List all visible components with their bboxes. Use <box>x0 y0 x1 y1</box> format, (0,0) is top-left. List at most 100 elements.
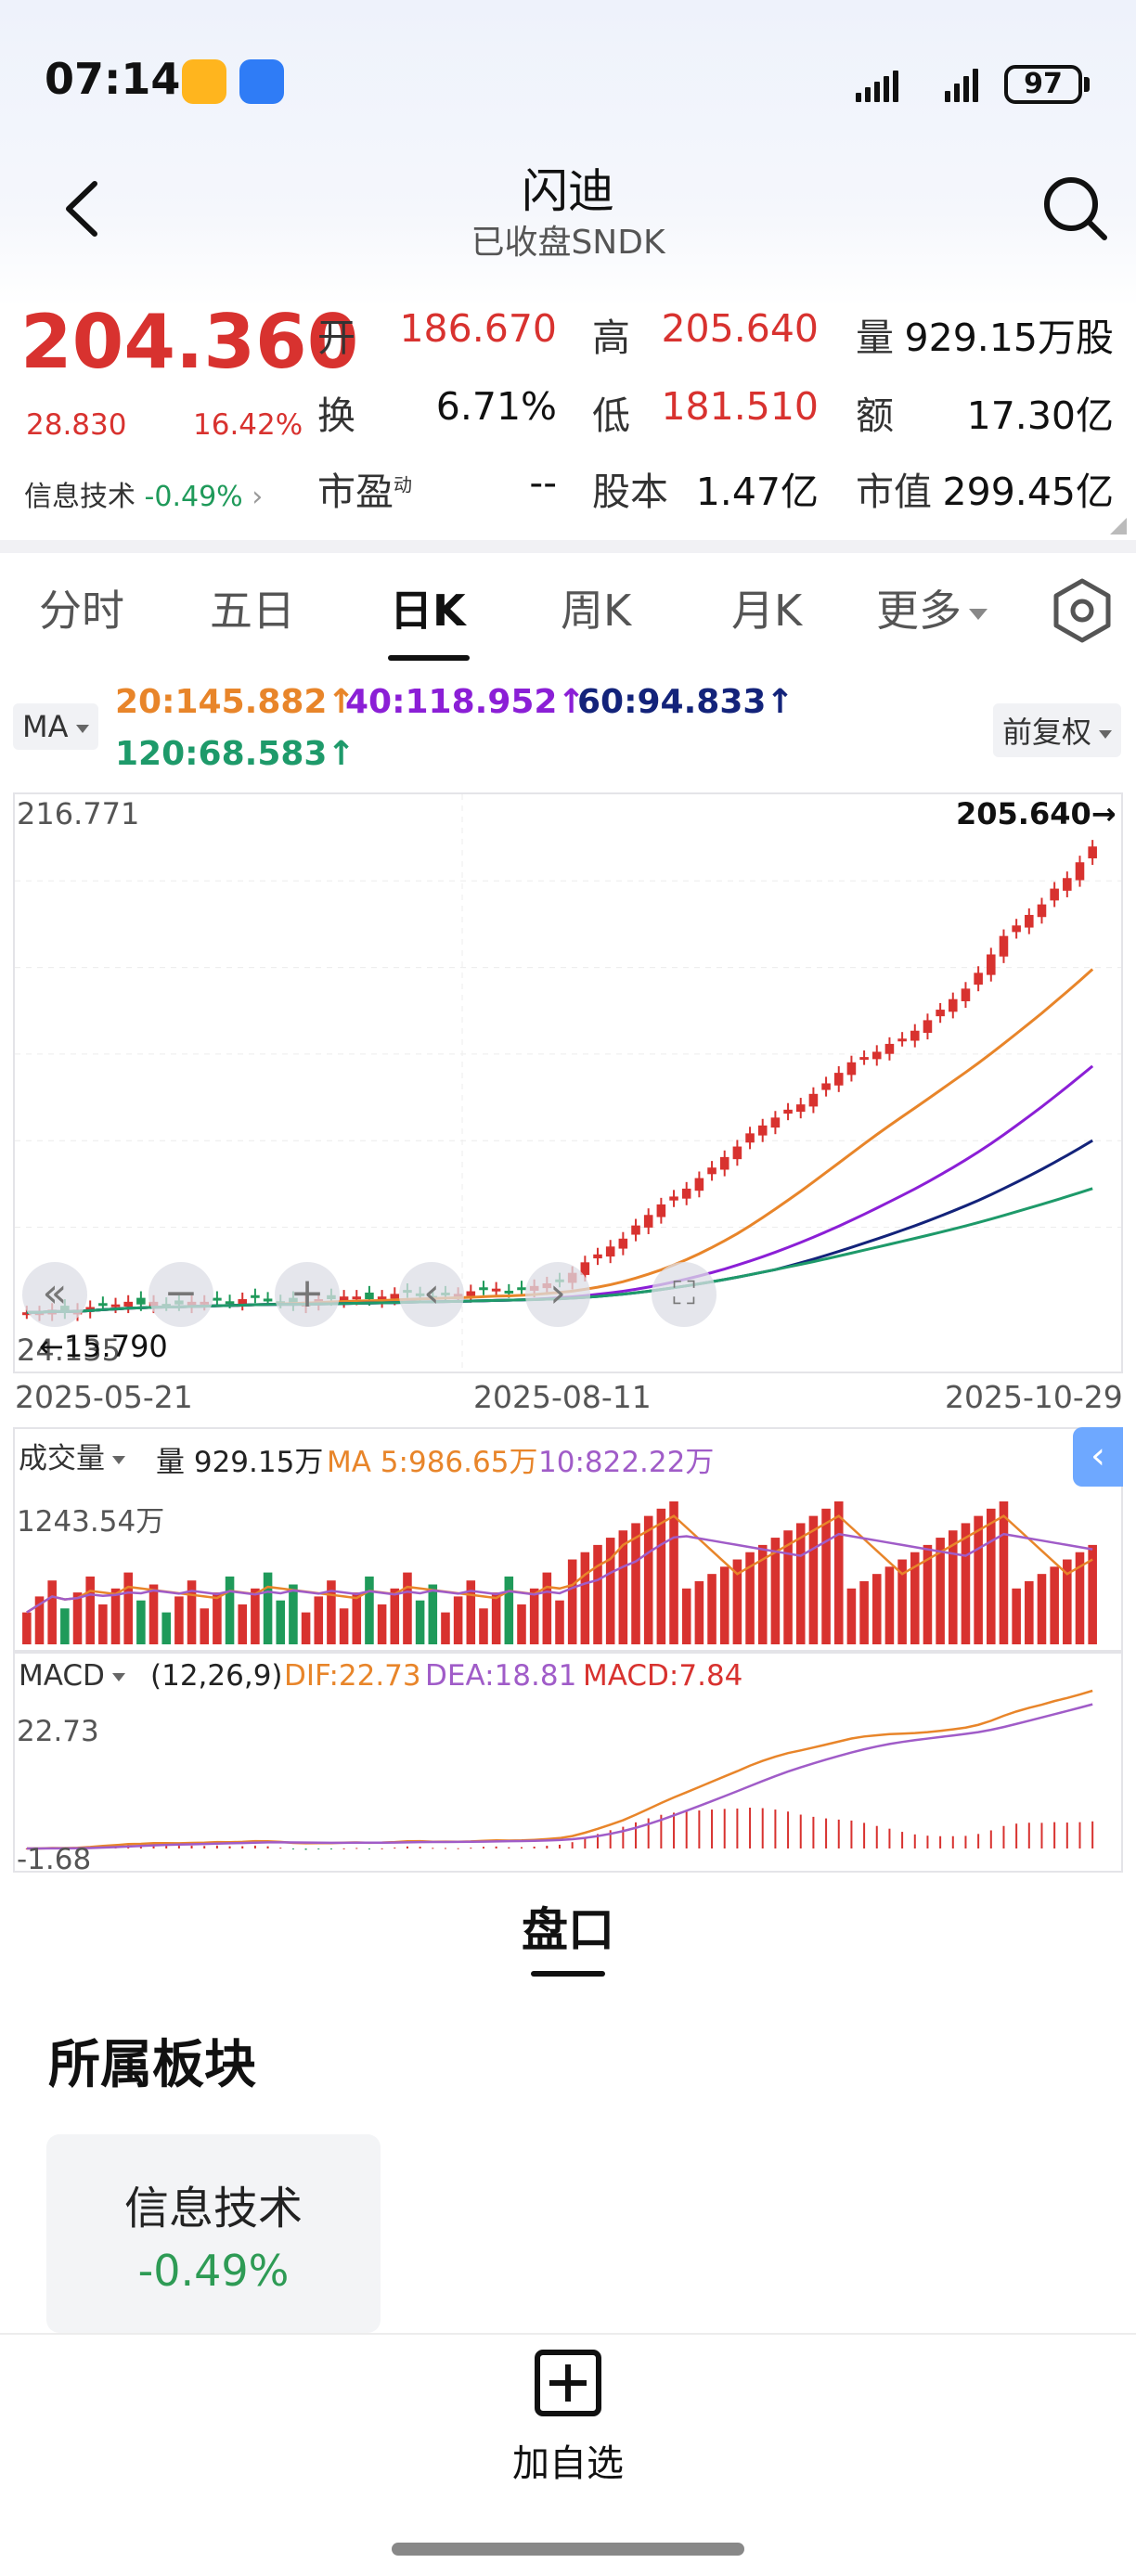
macd-bar <box>571 1842 574 1848</box>
volume-bar <box>148 1584 159 1644</box>
candle-body <box>238 1299 248 1305</box>
macd-dif: DIF:22.73 <box>284 1659 421 1693</box>
sector-link[interactable]: 信息技术 -0.49% › <box>24 473 263 514</box>
volume-bar <box>593 1544 602 1644</box>
add-watchlist-icon[interactable] <box>533 2348 603 2418</box>
candle-body <box>1050 888 1059 901</box>
macd-bar <box>1091 1821 1094 1848</box>
macd-bar <box>736 1808 739 1848</box>
volume-bar <box>276 1600 286 1644</box>
volume-selector[interactable]: 成交量 <box>13 1431 131 1480</box>
candle-body <box>593 1254 602 1259</box>
volume-bar <box>314 1596 324 1644</box>
tab-weekly-k[interactable]: 周K <box>561 586 632 636</box>
collapse-panel-button[interactable]: ‹ <box>1073 1427 1123 1487</box>
volume-bar <box>757 1544 768 1644</box>
tab-daily-k[interactable]: 日K <box>390 586 466 636</box>
volume-bar <box>187 1580 197 1644</box>
price-change-pct: 16.42% <box>193 408 303 442</box>
sector-card[interactable]: 信息技术 -0.49% <box>46 2134 381 2333</box>
fullscreen-button[interactable]: ⛶ <box>652 1262 716 1327</box>
volume-bar <box>783 1530 793 1644</box>
macd-bar <box>1065 1823 1068 1848</box>
section-divider <box>0 540 1136 553</box>
volume-chart[interactable] <box>13 1427 1123 1652</box>
candle-body <box>707 1167 716 1175</box>
volume-bar <box>936 1538 945 1644</box>
macd-bar <box>228 1846 231 1848</box>
settings-hexagon-icon[interactable] <box>1047 575 1117 646</box>
volume-bar <box>213 1592 222 1644</box>
ma-selector[interactable]: MA <box>13 703 98 750</box>
adjust-selector[interactable]: 前复权 <box>993 703 1122 757</box>
macd-bar <box>317 1848 320 1849</box>
volume-bar <box>999 1501 1009 1644</box>
volume-bar <box>110 1588 121 1644</box>
candle-body <box>580 1262 590 1275</box>
volume-bar <box>795 1523 806 1644</box>
scroll-left-button[interactable]: ‹ <box>399 1262 464 1327</box>
zoom-out-button[interactable]: − <box>148 1262 213 1327</box>
back-arrow-icon[interactable] <box>56 176 111 241</box>
pe-value: -- <box>529 460 557 505</box>
tab-monthly-k[interactable]: 月K <box>731 586 803 636</box>
candle-body <box>643 1215 653 1228</box>
candle-body <box>1037 904 1047 918</box>
message-notification-icon <box>239 59 284 104</box>
low-marker: ←15.790 <box>39 1329 168 1364</box>
expand-corner-icon[interactable] <box>1110 518 1127 535</box>
candle-body <box>1025 914 1034 928</box>
macd-selector[interactable]: MACD <box>13 1655 131 1696</box>
ma-selector-label: MA <box>22 709 69 744</box>
ma40-value: 40:118.952↑ <box>345 683 586 721</box>
volume-bar <box>821 1508 831 1644</box>
volume-bar <box>98 1604 108 1644</box>
candle-body <box>974 972 983 985</box>
macd-chart[interactable] <box>13 1652 1123 1873</box>
add-watchlist-button[interactable]: 加自选 <box>512 2442 624 2485</box>
macd-bar <box>406 1846 408 1848</box>
candle-body <box>745 1133 755 1143</box>
volume-bar <box>60 1608 70 1644</box>
tab-order-book[interactable]: 盘口 <box>522 1903 614 1957</box>
macd-bar <box>342 1848 345 1849</box>
volume-bar <box>301 1612 311 1644</box>
volume-bar <box>707 1574 716 1644</box>
chevron-down-icon <box>111 1673 125 1681</box>
scroll-start-button[interactable]: « <box>22 1262 87 1327</box>
volume-bar <box>745 1552 755 1644</box>
macd-chart-canvas <box>25 1689 1094 1850</box>
high-label: 高 <box>592 316 630 360</box>
volume-bar <box>542 1572 552 1644</box>
candle-body <box>669 1196 678 1201</box>
macd-bar <box>749 1808 752 1848</box>
turnover-label: 换 <box>317 393 355 438</box>
volume-axis-max: 1243.54万 <box>17 1505 165 1539</box>
macd-bar <box>203 1846 206 1848</box>
candle-body <box>719 1156 729 1170</box>
macd-bar <box>964 1835 967 1848</box>
volume-ma10-line <box>26 1532 1093 1614</box>
tab-more[interactable]: 更多 <box>876 577 988 638</box>
search-icon[interactable] <box>1039 173 1110 243</box>
candle-body <box>770 1117 781 1128</box>
zoom-in-button[interactable]: + <box>275 1262 340 1327</box>
candle-body <box>1063 878 1072 891</box>
volume-bar <box>719 1566 729 1644</box>
volume-bar <box>174 1596 184 1644</box>
macd-bar <box>901 1832 904 1848</box>
volume-bar <box>1088 1544 1097 1644</box>
scroll-right-button[interactable]: › <box>525 1262 590 1327</box>
macd-bar <box>368 1848 370 1849</box>
sector-card-change: -0.49% <box>137 2246 290 2296</box>
chevron-down-icon <box>1099 729 1113 739</box>
candle-body <box>136 1297 146 1305</box>
status-time: 07:14 <box>45 54 181 104</box>
macd-bar <box>774 1810 777 1848</box>
macd-bar <box>711 1810 714 1848</box>
tab-intraday[interactable]: 分时 <box>39 586 124 636</box>
tab-five-day[interactable]: 五日 <box>210 586 295 636</box>
candle-body <box>251 1294 260 1298</box>
open-value: 186.670 <box>399 306 557 351</box>
candle-body <box>859 1057 869 1061</box>
